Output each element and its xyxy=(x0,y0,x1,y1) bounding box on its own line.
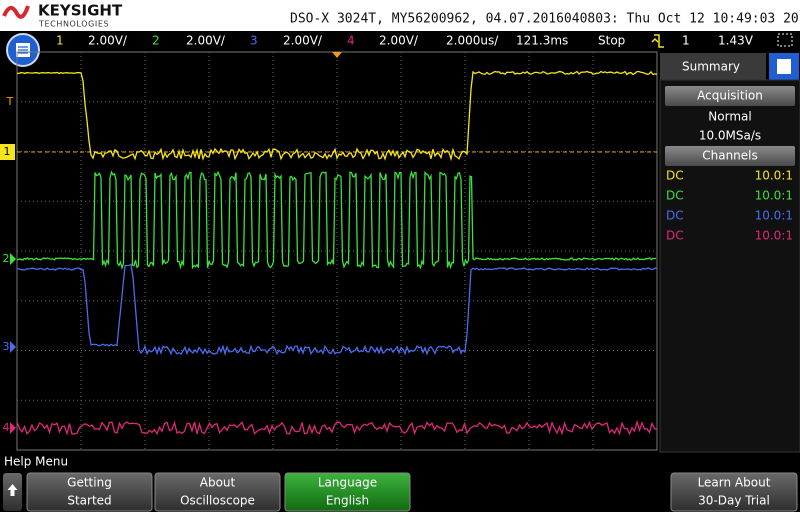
header-bar xyxy=(0,0,800,31)
softkey[interactable] xyxy=(154,472,281,512)
trigger-source: 1 xyxy=(682,34,690,48)
graticule xyxy=(16,51,658,451)
ch-scale: 2.00V/ xyxy=(283,34,323,48)
tab-label: Summary xyxy=(682,60,740,74)
ch-scale: 2.00V/ xyxy=(88,34,128,48)
softkeys: Getting Started About Oscilloscope Language E… xyxy=(26,472,798,512)
waveform-ch1 xyxy=(17,70,658,162)
section-title: Acquisition xyxy=(697,89,763,103)
softkey-label: About xyxy=(200,476,236,490)
help-title: Help Menu xyxy=(4,455,68,469)
up-arrow xyxy=(7,484,18,496)
timebase: 2.000us/ xyxy=(446,34,499,48)
menu-icon-lines xyxy=(18,46,28,54)
ch-label: 1 xyxy=(56,34,64,48)
ch4-marker-label: 4 xyxy=(3,421,10,434)
softkey-label: English xyxy=(326,494,369,508)
coupling: DC xyxy=(666,189,684,203)
softkey[interactable] xyxy=(26,472,153,512)
waveform-ch3 xyxy=(16,263,658,357)
softkey[interactable] xyxy=(284,472,411,512)
softkey[interactable] xyxy=(670,472,798,512)
panel-menu-icon xyxy=(777,59,791,74)
softkey-label: Oscilloscope xyxy=(180,494,255,508)
softkey-label: Getting xyxy=(67,476,112,490)
softkey-label: Language xyxy=(318,476,377,490)
delay: 121.3ms xyxy=(516,34,568,48)
ch3-marker xyxy=(10,341,16,353)
trigger-marker: T xyxy=(6,95,14,108)
ch2-marker-label: 2 xyxy=(3,252,10,265)
acq-mode: Normal xyxy=(708,110,751,124)
brand: KEYSIGHT xyxy=(38,2,123,20)
ch4-marker xyxy=(10,422,16,434)
channel-rows: DC 10.0:1 DC 10.0:1 DC 10.0:1 DC 10.0:1 xyxy=(666,169,793,243)
ch-label: 3 xyxy=(250,34,258,48)
ch-label: 4 xyxy=(347,34,355,48)
status-icon xyxy=(777,33,793,47)
run-state: Stop xyxy=(598,34,625,48)
trigger-level: 1.43V xyxy=(718,34,754,48)
waveform-ch4 xyxy=(16,419,658,436)
section-title: Channels xyxy=(702,149,758,163)
ch-scale: 2.00V/ xyxy=(379,34,419,48)
ch1-marker xyxy=(0,144,15,160)
probe: 10.0:1 xyxy=(755,209,793,223)
status-bar xyxy=(0,31,800,51)
coupling: DC xyxy=(666,209,684,223)
probe: 10.0:1 xyxy=(755,229,793,243)
softkey-label: 30-Day Trial xyxy=(698,494,770,508)
coupling: DC xyxy=(666,169,684,183)
side-panel xyxy=(659,79,800,453)
ch3-marker-label: 3 xyxy=(3,340,10,353)
probe: 10.0:1 xyxy=(755,169,793,183)
acq-rate: 10.0MSa/s xyxy=(699,129,761,143)
section-header xyxy=(665,86,795,106)
softkey-label: Started xyxy=(67,494,111,508)
brand-sub: TECHNOLOGIES xyxy=(38,20,109,29)
logo-icon xyxy=(2,5,30,19)
ch1-marker-label: 1 xyxy=(4,145,11,158)
section-header xyxy=(665,146,795,166)
trigger-icon xyxy=(651,34,664,48)
title: DSO-X 3024T, MY56200962, 04.07.201604080… xyxy=(290,12,800,27)
summary-tab[interactable] xyxy=(660,53,766,80)
ch-label: 2 xyxy=(152,34,160,48)
probe: 10.0:1 xyxy=(755,189,793,203)
softkey-label: Learn About xyxy=(698,476,771,490)
ch2-marker xyxy=(10,253,16,265)
coupling: DC xyxy=(666,229,684,243)
waveform-ch2 xyxy=(16,170,657,270)
delay-marker xyxy=(332,52,342,58)
ch-scale: 2.00V/ xyxy=(186,34,226,48)
